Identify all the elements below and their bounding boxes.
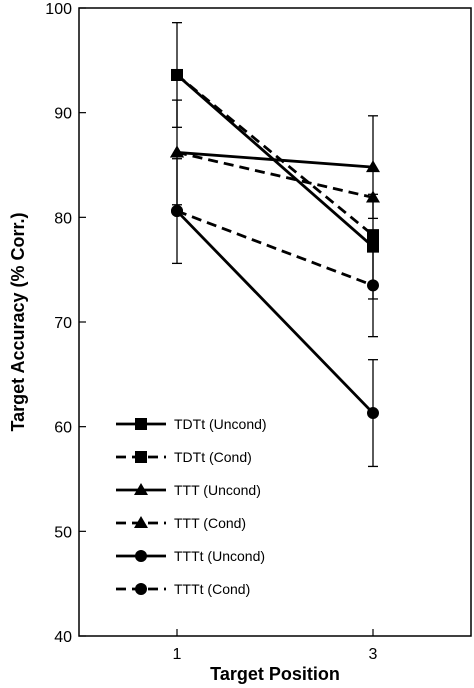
- series-line: [176, 73, 374, 237]
- legend-item: TDTt (Uncond): [116, 416, 267, 432]
- x-tick-label: 3: [369, 646, 378, 663]
- legend-label: TTT (Cond): [174, 515, 246, 531]
- legend-label: TDTt (Uncond): [174, 416, 267, 432]
- data-point: [170, 145, 184, 158]
- axes: 40 50 60 70 80 90 100 1 3: [45, 1, 472, 663]
- series-line: [175, 210, 375, 415]
- y-tick-label: 90: [54, 106, 72, 123]
- data-point: [367, 279, 379, 292]
- legend-marker: [134, 516, 148, 528]
- legend-marker: [135, 418, 147, 430]
- data-point: [366, 190, 380, 203]
- legend-label: TTTt (Uncond): [174, 548, 265, 564]
- legend-label: TDTt (Cond): [174, 449, 252, 465]
- y-tick-label: 70: [54, 315, 72, 332]
- legend-marker: [135, 550, 147, 562]
- legend-item: TDTt (Cond): [116, 449, 252, 465]
- y-tick-label: 40: [54, 629, 72, 646]
- legend-marker: [135, 451, 147, 463]
- data-point: [367, 240, 379, 253]
- series-tdtt-cond: [171, 68, 379, 242]
- data-point: [367, 229, 379, 242]
- series-tttt-uncond: [171, 205, 379, 420]
- y-tick-label: 100: [45, 1, 72, 18]
- legend-item: TTT (Cond): [116, 515, 246, 531]
- data-point: [171, 205, 183, 218]
- series-line: [176, 151, 374, 169]
- plot-frame: [78, 7, 472, 637]
- legend-item: TTT (Uncond): [116, 482, 261, 498]
- data-point: [171, 68, 183, 81]
- legend-label: TTTt (Cond): [174, 581, 250, 597]
- legend-item: TTTt (Uncond): [116, 548, 265, 564]
- x-tick-label: 1: [173, 646, 182, 663]
- data-point: [366, 160, 380, 173]
- x-axis-title: Target Position: [210, 664, 340, 684]
- data-point: [367, 407, 379, 420]
- y-tick-label: 50: [54, 524, 72, 541]
- series-ttt-cond: [170, 145, 380, 203]
- legend-marker: [135, 583, 147, 595]
- legend-marker: [134, 483, 148, 495]
- legend-label: TTT (Uncond): [174, 482, 261, 498]
- plot-area: [170, 22, 380, 468]
- y-tick-label: 80: [54, 210, 72, 227]
- series-tttt-cond: [171, 205, 379, 292]
- series-line: [176, 151, 374, 199]
- y-axis-title: Target Accuracy (% Corr.): [8, 212, 28, 431]
- series-line: [176, 209, 374, 287]
- legend-item: TTTt (Cond): [116, 581, 250, 597]
- legend: TDTt (Uncond) TDTt (Cond) TTT (Uncond) TTT …: [116, 416, 267, 597]
- y-tick-label: 60: [54, 420, 72, 437]
